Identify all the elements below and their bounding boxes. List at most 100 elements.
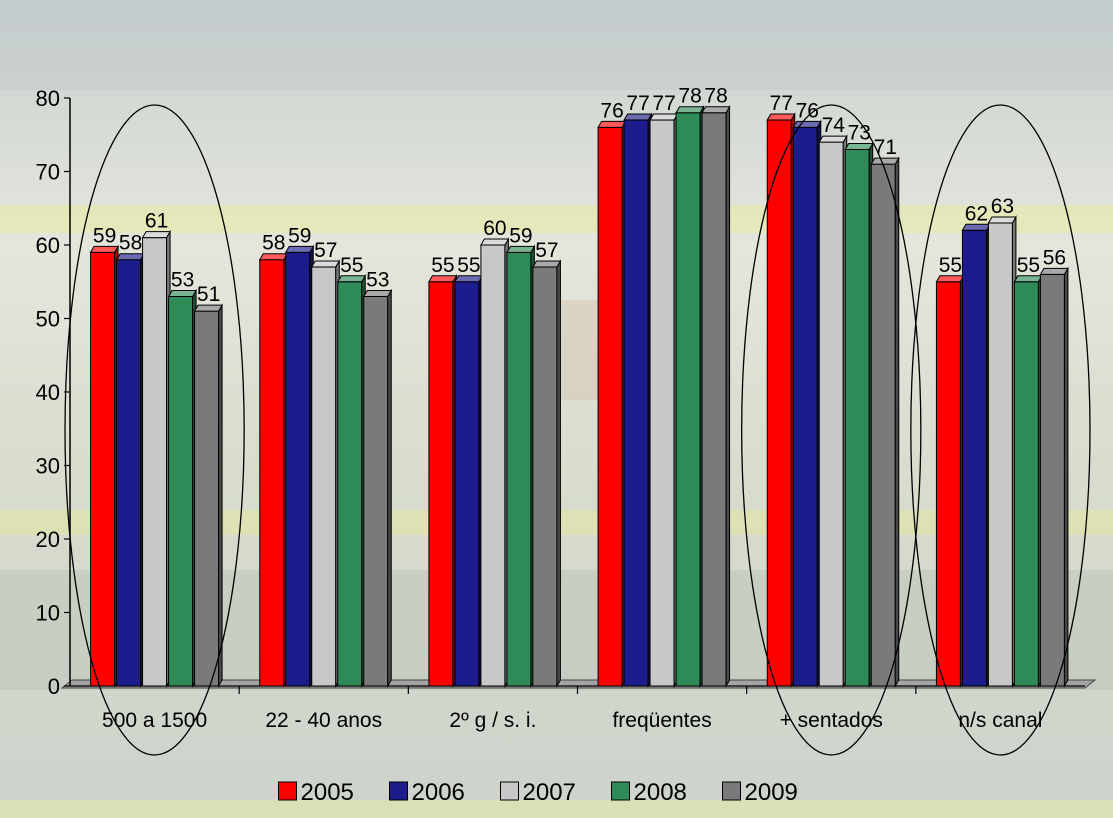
data-label: 77	[770, 92, 793, 115]
data-label: 57	[314, 239, 337, 262]
legend: 2005 2006 2007 2008 2009	[278, 779, 798, 806]
data-label: 78	[704, 85, 727, 108]
bar-front	[844, 148, 870, 687]
bar-front	[532, 266, 558, 687]
bar-top	[506, 245, 536, 253]
legend-label: 2009	[745, 779, 798, 806]
bar-top	[1039, 267, 1069, 275]
bar-front	[818, 141, 844, 687]
bar	[428, 273, 458, 688]
bar	[935, 273, 965, 688]
bar-top	[362, 289, 393, 297]
bar-front	[428, 281, 454, 687]
bar-front	[480, 244, 506, 687]
bar-side	[894, 156, 900, 688]
bar-front	[311, 266, 337, 687]
bar-front	[168, 295, 194, 687]
legend-label: 2006	[412, 779, 465, 806]
legend-item: 2008	[611, 779, 687, 806]
y-tick-label: 80	[36, 86, 60, 111]
data-label: 76	[796, 99, 819, 122]
bar	[701, 104, 731, 688]
legend-swatch	[500, 781, 519, 801]
data-label: 77	[626, 92, 649, 115]
data-label: 55	[457, 254, 480, 277]
bar	[870, 156, 900, 688]
legend-label: 2005	[301, 779, 354, 806]
bar-front	[935, 281, 961, 687]
x-category-label: 500 a 1500	[102, 709, 207, 732]
data-label: 56	[1043, 246, 1066, 269]
bar-top	[89, 245, 119, 253]
bar-front	[1039, 273, 1065, 687]
data-label: 59	[288, 224, 311, 247]
bar-front	[675, 112, 701, 687]
data-label: 57	[535, 239, 558, 262]
y-tick-label: 10	[36, 601, 60, 626]
highlight-oval	[910, 104, 1091, 756]
data-label: 74	[822, 114, 846, 137]
bar-front	[623, 119, 649, 687]
bar-top	[310, 260, 341, 268]
data-label: 76	[600, 99, 623, 122]
bar-top	[844, 142, 874, 150]
bar-side	[556, 259, 561, 688]
bar-top	[870, 157, 900, 165]
bar-top	[623, 113, 653, 121]
bar-top	[675, 106, 705, 114]
bar-side	[725, 104, 731, 688]
bar-top	[167, 289, 197, 297]
bar	[284, 244, 315, 688]
bar	[258, 251, 289, 688]
legend-swatch	[278, 781, 297, 801]
bar-top	[818, 135, 848, 143]
bar-front	[259, 259, 285, 687]
bar-front	[337, 281, 363, 687]
bar-front	[961, 229, 987, 687]
data-label: 53	[171, 268, 194, 291]
bar	[649, 112, 679, 688]
legend-item: 2006	[389, 779, 465, 806]
legend-label: 2007	[523, 779, 576, 806]
legend-swatch	[389, 781, 408, 801]
bar-front	[987, 222, 1013, 687]
bar-front	[116, 259, 142, 687]
y-tick-label: 20	[36, 527, 60, 552]
legend-label: 2008	[634, 779, 687, 806]
data-label: 71	[874, 136, 897, 159]
legend-swatch	[722, 781, 741, 801]
bar-front	[649, 119, 675, 687]
bar	[167, 288, 197, 688]
bar	[193, 303, 223, 688]
legend-item: 2005	[278, 779, 354, 806]
bar-top	[987, 216, 1017, 224]
data-label: 62	[965, 202, 988, 225]
bar-top	[193, 304, 223, 312]
bar	[623, 112, 653, 688]
bar	[1039, 266, 1069, 688]
bar-front	[454, 281, 480, 687]
bar	[1013, 273, 1043, 688]
data-label: 55	[340, 254, 363, 277]
bar	[532, 259, 562, 688]
y-tick-label: 30	[36, 454, 60, 479]
x-category-label: 22 - 40 anos	[265, 709, 382, 732]
bar	[766, 112, 796, 688]
bar-front	[792, 126, 818, 687]
data-label: 53	[366, 268, 389, 291]
x-category-label: 2º g / s. i.	[449, 709, 536, 732]
bar	[675, 104, 705, 688]
legend-item: 2007	[500, 779, 576, 806]
bar-front	[701, 112, 727, 687]
data-label: 73	[848, 121, 871, 144]
bar-top	[766, 113, 796, 121]
data-label: 61	[145, 210, 168, 233]
data-label: 55	[1017, 254, 1040, 277]
bar-top	[141, 231, 171, 239]
y-tick-label: 40	[36, 380, 60, 405]
bar-front	[194, 310, 220, 687]
x-category-label: freqüentes	[612, 709, 711, 732]
legend-swatch	[611, 781, 630, 801]
bar	[310, 259, 341, 688]
data-label: 58	[119, 232, 142, 255]
